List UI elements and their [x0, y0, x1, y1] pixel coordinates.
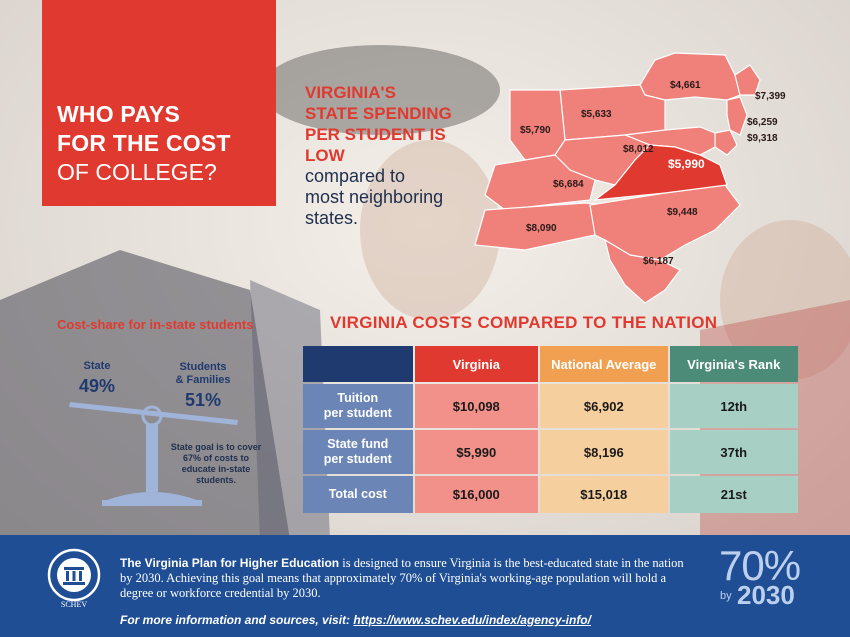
cell-virginia: $5,990: [414, 430, 539, 474]
headline-line: most neighboring: [305, 187, 444, 207]
map-label: $6,259: [747, 117, 778, 128]
hero-line-2: FOR THE COST: [57, 130, 231, 156]
row-label-line: Tuition: [337, 391, 379, 405]
header-virginia: Virginia: [414, 346, 539, 382]
plan-name: The Virginia Plan for Higher Education: [120, 556, 340, 570]
schev-logo: SCHEV: [47, 548, 101, 609]
students-value: 51%: [184, 390, 222, 410]
state-northeast: [734, 64, 761, 96]
row-label: State fund per student: [303, 430, 413, 474]
cell-national: $8,196: [540, 430, 668, 474]
map-label: $6,187: [643, 256, 674, 267]
table-row: Total cost $16,000 $15,018 21st: [303, 476, 798, 513]
headline-line: compared to: [305, 166, 406, 186]
state-value: 49%: [78, 376, 116, 396]
balance-scale-icon: [69, 402, 238, 506]
comparison-table: Virginia National Average Virginia's Ran…: [303, 346, 798, 515]
header-rank: Virginia's Rank: [669, 346, 798, 382]
goal-by: by: [720, 590, 732, 602]
cell-rank: 37th: [669, 430, 798, 474]
cell-virginia: $16,000: [414, 476, 539, 513]
row-label-line: per student: [323, 406, 392, 420]
logo-text: SCHEV: [61, 600, 87, 609]
cost-share-students: Students & Families 51%: [168, 361, 238, 410]
goal-percent: 70%: [719, 542, 801, 589]
students-label-1: Students: [179, 361, 227, 373]
map-label: $7,399: [755, 91, 786, 102]
header-blank: [303, 346, 413, 382]
state-label: State: [83, 360, 111, 372]
headline-line: LOW: [305, 146, 345, 165]
headline-line: STATE SPENDING: [305, 104, 452, 123]
cell-virginia: $10,098: [414, 384, 539, 428]
state-virginia: [592, 144, 728, 201]
map-label: $6,684: [553, 179, 584, 190]
header-national: National Average: [540, 346, 668, 382]
state-new-jersey: [726, 96, 748, 136]
more-prefix: For more information and sources, visit:: [120, 613, 354, 627]
row-label-line: per student: [323, 452, 392, 466]
map-label: $5,633: [581, 109, 612, 120]
map-label: $8,090: [526, 223, 557, 234]
row-label-line: State fund: [327, 437, 389, 451]
state-kentucky: [484, 154, 596, 211]
hero-line-3: OF COLLEGE?: [57, 159, 217, 185]
hero-block: WHO PAYS FOR THE COST OF COLLEGE?: [42, 0, 276, 206]
cell-rank: 12th: [669, 384, 798, 428]
cost-share-title: Cost-share for in-state students: [57, 317, 254, 332]
map-label: $4,661: [670, 80, 701, 91]
map-label: $9,448: [667, 207, 698, 218]
table-header-row: Virginia National Average Virginia's Ran…: [303, 346, 798, 382]
students-label-2: & Families: [175, 374, 231, 386]
region-map: $4,661 $7,399 $5,633 $5,790 $6,259 $9,31…: [474, 52, 786, 304]
footer-text: The Virginia Plan for Higher Education i…: [120, 556, 690, 601]
map-label-virginia: $5,990: [668, 157, 705, 171]
cell-national: $15,018: [540, 476, 668, 513]
map-label: $9,318: [747, 133, 778, 144]
footer-band: [0, 535, 850, 637]
cell-rank: 21st: [669, 476, 798, 513]
state-new-york: [639, 52, 741, 101]
footer-link[interactable]: https://www.schev.edu/index/agency-info/: [353, 613, 591, 627]
table-row: Tuition per student $10,098 $6,902 12th: [303, 384, 798, 428]
map-label: $8,012: [623, 144, 654, 155]
map-label: $5,790: [520, 125, 551, 136]
cost-share-state: State 49%: [76, 360, 118, 396]
headline-line: PER STUDENT IS: [305, 125, 446, 144]
footer-more-info: For more information and sources, visit:…: [120, 613, 591, 627]
row-label: Total cost: [303, 476, 413, 513]
headline-line: states.: [305, 208, 359, 228]
table-row: State fund per student $5,990 $8,196 37th: [303, 430, 798, 474]
cost-share-goal: State goal is to cover 67% of costs to e…: [170, 442, 262, 485]
goal-year: 2030: [737, 580, 795, 610]
footer-body: is designed to ensure Virginia is the be…: [120, 556, 684, 600]
table-title: VIRGINIA COSTS COMPARED TO THE NATION: [330, 313, 718, 332]
cell-national: $6,902: [540, 384, 668, 428]
hero-line-1: WHO PAYS: [57, 101, 181, 127]
headline-line: VIRGINIA'S: [305, 83, 396, 102]
state-delaware: [714, 129, 738, 156]
row-label: Tuition per student: [303, 384, 413, 428]
headline: VIRGINIA'S STATE SPENDING PER STUDENT IS…: [305, 82, 485, 229]
state-south-carolina: [604, 238, 681, 304]
